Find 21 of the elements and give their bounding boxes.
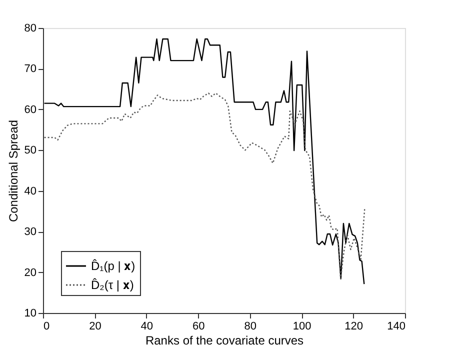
x-tick-label: 80 <box>244 320 256 332</box>
x-tick-label: 100 <box>292 320 312 332</box>
y-tick-label: 40 <box>24 185 36 198</box>
x-tick-label: 0 <box>44 320 50 332</box>
x-tick-label: 120 <box>344 320 363 332</box>
x-tick-label: 20 <box>89 320 102 332</box>
y-tick-label: 10 <box>24 308 36 320</box>
y-tick-label: 80 <box>24 22 36 34</box>
x-tick-label: 140 <box>387 320 406 332</box>
y-tick-label: 70 <box>24 63 36 76</box>
x-tick-label: 60 <box>192 320 205 332</box>
line-series <box>44 92 366 280</box>
y-axis-title: Conditional Spread <box>6 120 20 222</box>
y-tick-label: 60 <box>24 104 36 116</box>
legend-label: D̂₁(p | 𝐱) <box>91 259 136 273</box>
y-tick-label: 30 <box>24 226 36 238</box>
y-tick-label: 50 <box>24 144 36 157</box>
x-tick-label: 40 <box>140 320 154 332</box>
y-tick-label: 20 <box>24 266 36 279</box>
legend-label: D̂₂(τ | 𝐱) <box>91 278 134 292</box>
x-axis-title: Ranks of the covariate curves <box>145 334 304 348</box>
